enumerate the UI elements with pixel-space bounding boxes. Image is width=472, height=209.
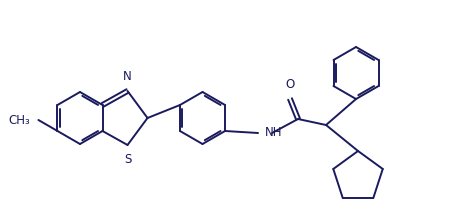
Text: NH: NH	[265, 126, 283, 139]
Text: CH₃: CH₃	[8, 113, 30, 126]
Text: O: O	[286, 78, 295, 91]
Text: S: S	[124, 153, 131, 166]
Text: N: N	[123, 70, 132, 83]
